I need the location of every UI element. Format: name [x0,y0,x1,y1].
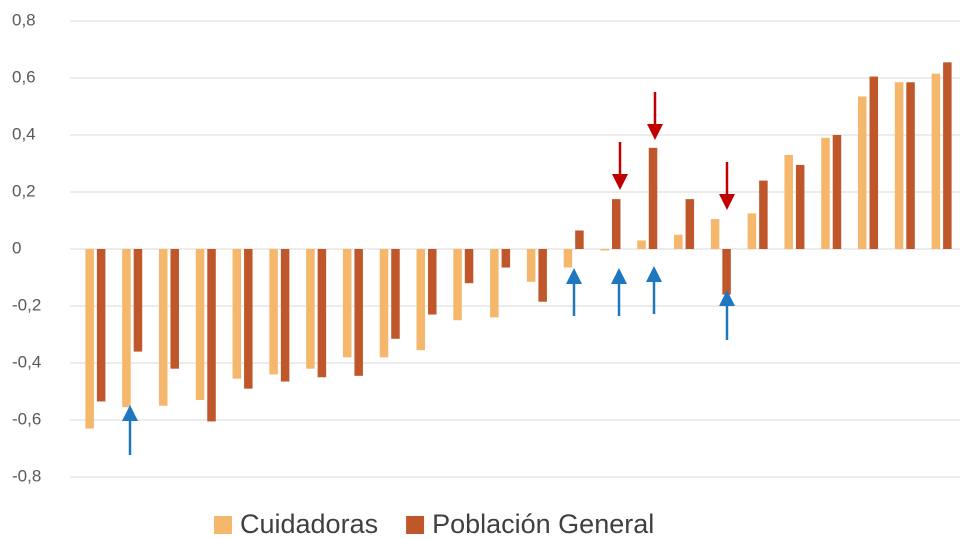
bar [648,147,658,249]
bar [685,199,695,249]
bar [784,154,793,249]
bar [195,249,205,401]
bar [416,249,426,351]
arrow-head [719,290,735,306]
bar [869,76,879,249]
bar [906,82,915,250]
arrow-head [122,405,138,421]
bar [931,73,941,249]
bar [722,249,731,295]
bar [158,249,168,406]
y-tick-label: -0,6 [12,409,41,428]
bar [501,249,511,268]
bar [490,249,499,318]
y-tick-label: 0,8 [12,10,36,29]
bar [428,249,437,315]
bar [306,249,315,369]
bar [280,249,290,382]
y-tick-label: 0,6 [12,67,36,86]
bar [832,135,842,249]
bar [710,219,720,249]
arrow-head [612,174,628,190]
legend-label: Población General [432,509,654,539]
bar [391,249,400,339]
bar [269,249,278,375]
bar [453,249,462,321]
bar [96,249,106,402]
bar [600,249,609,251]
bar [317,249,327,378]
bar [170,249,179,369]
bar [795,164,805,249]
bar [747,213,757,249]
arrow-head [611,268,627,284]
legend-swatch [214,516,232,534]
bar [85,249,94,429]
bar [342,249,352,358]
bar [538,249,547,302]
bar [563,249,573,268]
y-tick-label: -0,4 [12,352,41,371]
bar [207,249,216,422]
legend-swatch [406,516,425,534]
bar [821,137,830,249]
bar [674,234,683,249]
bar [232,249,242,379]
y-tick-label: 0,2 [12,181,36,200]
bar [759,180,768,249]
bar [464,249,474,284]
bar [526,249,536,282]
y-tick-label: -0,8 [12,466,41,485]
y-tick-label: 0 [12,238,21,257]
bar [943,62,952,250]
bar [379,249,389,358]
bar [575,230,584,249]
annotation-arrows [122,92,735,455]
bar [637,240,646,249]
legend-label: Cuidadoras [240,509,378,539]
bar [611,199,621,249]
arrow-head [646,266,662,282]
y-tick-label: -0,2 [12,295,41,314]
y-tick-label: 0,4 [12,124,36,143]
arrow-head [647,124,663,140]
bar [354,249,363,376]
arrow-head [719,194,735,210]
bar [244,249,253,389]
arrow-head [566,268,582,284]
bar [133,249,143,352]
bar [894,82,904,250]
bar [122,249,131,408]
bar [858,96,867,250]
